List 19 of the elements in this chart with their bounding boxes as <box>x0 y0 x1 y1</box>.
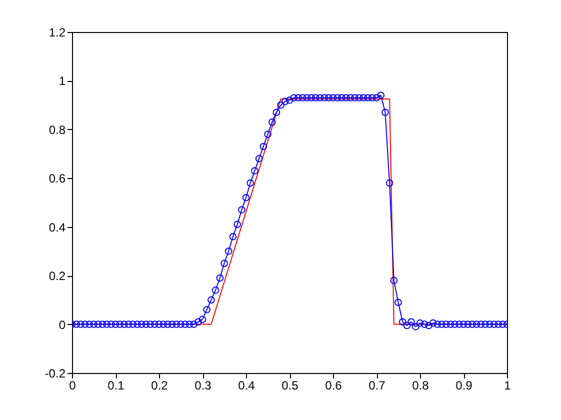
x-tick-label: 0.9 <box>456 378 473 392</box>
y-tick-label: 0.6 <box>48 172 66 186</box>
x-tick-label: 0.7 <box>368 378 386 392</box>
y-tick-label: -0.2 <box>44 366 66 380</box>
y-tick-label: 1 <box>58 74 66 88</box>
x-tick-label: 0.2 <box>151 378 168 392</box>
y-tick-label: 0.4 <box>48 220 66 234</box>
y-tick-label: 0.2 <box>48 269 66 284</box>
x-tick-label: 0.8 <box>412 378 430 392</box>
y-tick-label: 0.8 <box>48 122 66 137</box>
x-tick-label: 0.5 <box>282 378 299 392</box>
x-tick-label: 0 <box>69 378 76 392</box>
x-tick-label: 0.3 <box>194 378 212 392</box>
x-tick-label: 0.1 <box>108 378 125 392</box>
y-tick-label: 1.2 <box>48 26 66 40</box>
x-tick-label: 0.6 <box>325 378 342 392</box>
x-tick-label: 0.4 <box>238 378 256 392</box>
x-tick-label: 1 <box>504 378 512 392</box>
y-tick-label: 0 <box>58 318 66 332</box>
